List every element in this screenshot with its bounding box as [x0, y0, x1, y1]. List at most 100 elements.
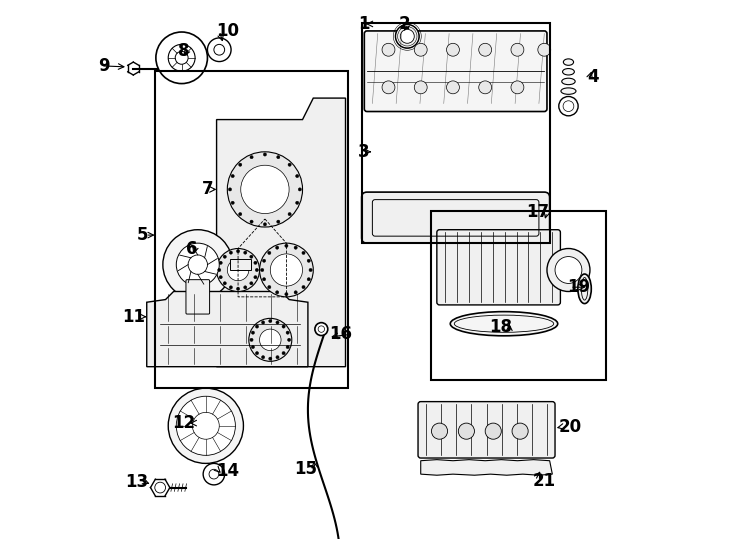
- Circle shape: [229, 286, 233, 289]
- Text: 11: 11: [122, 308, 145, 326]
- Circle shape: [254, 275, 257, 279]
- Circle shape: [176, 243, 219, 286]
- Circle shape: [458, 423, 474, 439]
- Bar: [155, 71, 348, 388]
- Text: 19: 19: [567, 278, 591, 296]
- Circle shape: [236, 287, 240, 291]
- Circle shape: [302, 251, 305, 254]
- Circle shape: [268, 286, 271, 289]
- Circle shape: [294, 246, 297, 249]
- Circle shape: [228, 188, 232, 191]
- Ellipse shape: [561, 88, 576, 94]
- Circle shape: [255, 325, 258, 328]
- Text: 1: 1: [358, 15, 370, 33]
- Circle shape: [538, 43, 550, 56]
- Circle shape: [511, 43, 524, 56]
- Text: 4: 4: [587, 68, 599, 86]
- Circle shape: [188, 255, 208, 274]
- Circle shape: [231, 201, 234, 205]
- Circle shape: [270, 254, 302, 286]
- Circle shape: [282, 325, 286, 328]
- Circle shape: [236, 249, 240, 253]
- Text: 17: 17: [526, 203, 550, 221]
- Circle shape: [192, 413, 219, 439]
- Bar: [230, 259, 252, 270]
- Circle shape: [318, 326, 324, 332]
- Circle shape: [218, 268, 221, 272]
- Circle shape: [250, 338, 253, 341]
- Circle shape: [396, 24, 419, 48]
- Circle shape: [432, 423, 448, 439]
- Circle shape: [275, 291, 279, 294]
- Text: 5: 5: [137, 226, 148, 244]
- Circle shape: [512, 423, 528, 439]
- Ellipse shape: [564, 59, 573, 65]
- Text: 9: 9: [98, 57, 110, 75]
- Circle shape: [414, 81, 427, 94]
- Circle shape: [269, 320, 272, 322]
- Circle shape: [250, 255, 253, 258]
- Circle shape: [275, 246, 279, 249]
- Circle shape: [382, 43, 395, 56]
- FancyBboxPatch shape: [437, 230, 560, 305]
- Circle shape: [208, 38, 231, 62]
- Circle shape: [400, 29, 414, 43]
- Ellipse shape: [562, 69, 575, 75]
- Text: 16: 16: [330, 326, 352, 343]
- Circle shape: [255, 352, 258, 355]
- Circle shape: [156, 32, 208, 84]
- Circle shape: [214, 44, 225, 55]
- Circle shape: [277, 220, 280, 223]
- Bar: [432, 211, 606, 380]
- Circle shape: [294, 291, 297, 294]
- Text: 12: 12: [172, 414, 195, 432]
- Circle shape: [249, 319, 292, 361]
- Circle shape: [446, 43, 459, 56]
- Circle shape: [250, 282, 253, 285]
- Circle shape: [250, 156, 253, 159]
- Circle shape: [228, 259, 249, 281]
- Circle shape: [559, 97, 578, 116]
- FancyBboxPatch shape: [362, 192, 550, 243]
- Text: 7: 7: [203, 180, 214, 198]
- Circle shape: [307, 259, 310, 262]
- Circle shape: [264, 153, 266, 156]
- Polygon shape: [421, 460, 553, 475]
- Text: 6: 6: [186, 240, 197, 258]
- Circle shape: [175, 51, 188, 64]
- Circle shape: [219, 261, 222, 265]
- Circle shape: [414, 43, 427, 56]
- Circle shape: [479, 43, 492, 56]
- Circle shape: [479, 81, 492, 94]
- Text: 14: 14: [217, 462, 240, 481]
- Bar: [362, 23, 550, 243]
- Circle shape: [286, 346, 289, 349]
- Circle shape: [264, 222, 266, 226]
- Circle shape: [223, 255, 226, 258]
- Circle shape: [209, 469, 219, 479]
- Ellipse shape: [450, 312, 558, 336]
- Circle shape: [288, 213, 291, 215]
- Circle shape: [263, 278, 266, 281]
- Text: 10: 10: [217, 22, 239, 40]
- Circle shape: [239, 213, 241, 215]
- Circle shape: [254, 261, 257, 265]
- Circle shape: [168, 44, 195, 71]
- Polygon shape: [147, 292, 308, 367]
- Circle shape: [251, 331, 255, 334]
- Circle shape: [277, 156, 280, 159]
- Circle shape: [296, 174, 299, 178]
- Circle shape: [251, 346, 255, 349]
- Circle shape: [285, 293, 288, 296]
- Circle shape: [244, 286, 247, 289]
- Text: 8: 8: [178, 42, 189, 60]
- Ellipse shape: [578, 274, 592, 303]
- FancyBboxPatch shape: [364, 31, 547, 112]
- FancyBboxPatch shape: [186, 280, 210, 314]
- Circle shape: [282, 352, 286, 355]
- Circle shape: [176, 396, 236, 455]
- Circle shape: [309, 268, 312, 272]
- Circle shape: [288, 163, 291, 166]
- Circle shape: [285, 244, 288, 247]
- Circle shape: [563, 101, 574, 112]
